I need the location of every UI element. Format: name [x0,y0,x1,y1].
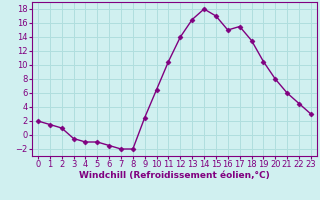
X-axis label: Windchill (Refroidissement éolien,°C): Windchill (Refroidissement éolien,°C) [79,171,270,180]
